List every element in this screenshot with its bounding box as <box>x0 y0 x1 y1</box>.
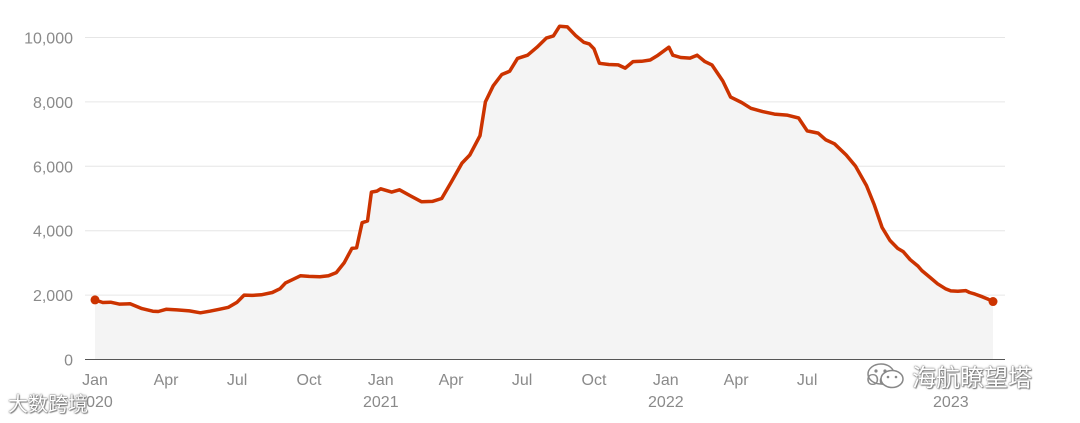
area-fill <box>95 26 993 360</box>
watermark-right-text: 海航瞭望塔 <box>912 364 1032 392</box>
y-axis-tick-labels: 0 2,000 4,000 6,000 8,000 10,000 <box>24 31 73 370</box>
x-tick-label: Apr <box>439 372 465 389</box>
y-tick-label: 8,000 <box>33 95 73 112</box>
x-tick-label: Jan <box>653 372 679 389</box>
x-year-label: 2023 <box>933 394 969 411</box>
x-tick-label: Oct <box>582 372 607 389</box>
x-year-label: 2020 <box>77 394 113 411</box>
x-tick-label: Apr <box>154 372 180 389</box>
wechat-icon <box>867 362 904 388</box>
y-tick-label: 6,000 <box>33 159 73 176</box>
x-tick-label: Jul <box>512 372 532 389</box>
x-tick-label: Jul <box>227 372 247 389</box>
start-point-marker <box>90 295 100 305</box>
x-tick-label: Jan <box>82 372 108 389</box>
watermark-right: 海航瞭望塔 <box>866 358 1032 393</box>
watermark-left-text: 大数跨境 <box>8 392 88 416</box>
x-year-label: 2021 <box>363 394 399 411</box>
y-tick-label: 4,000 <box>33 224 73 241</box>
x-tick-label: Jul <box>797 372 817 389</box>
x-tick-label: Apr <box>724 372 750 389</box>
y-tick-label: 2,000 <box>33 288 73 305</box>
series-line <box>93 24 995 315</box>
x-tick-label: Jan <box>368 372 394 389</box>
end-point-marker <box>988 297 998 307</box>
x-tick-label: Oct <box>297 372 322 389</box>
x-axis-tick-labels: Jan 2020 Apr Jul Oct Jan 2021 Apr Jul Oct Jan 2022 A… <box>77 372 969 411</box>
y-tick-label: 0 <box>64 353 73 370</box>
watermark-left: 大数跨境 <box>8 388 88 417</box>
x-year-label: 2022 <box>648 394 684 411</box>
end-markers <box>90 295 998 307</box>
y-tick-label: 10,000 <box>24 31 73 48</box>
